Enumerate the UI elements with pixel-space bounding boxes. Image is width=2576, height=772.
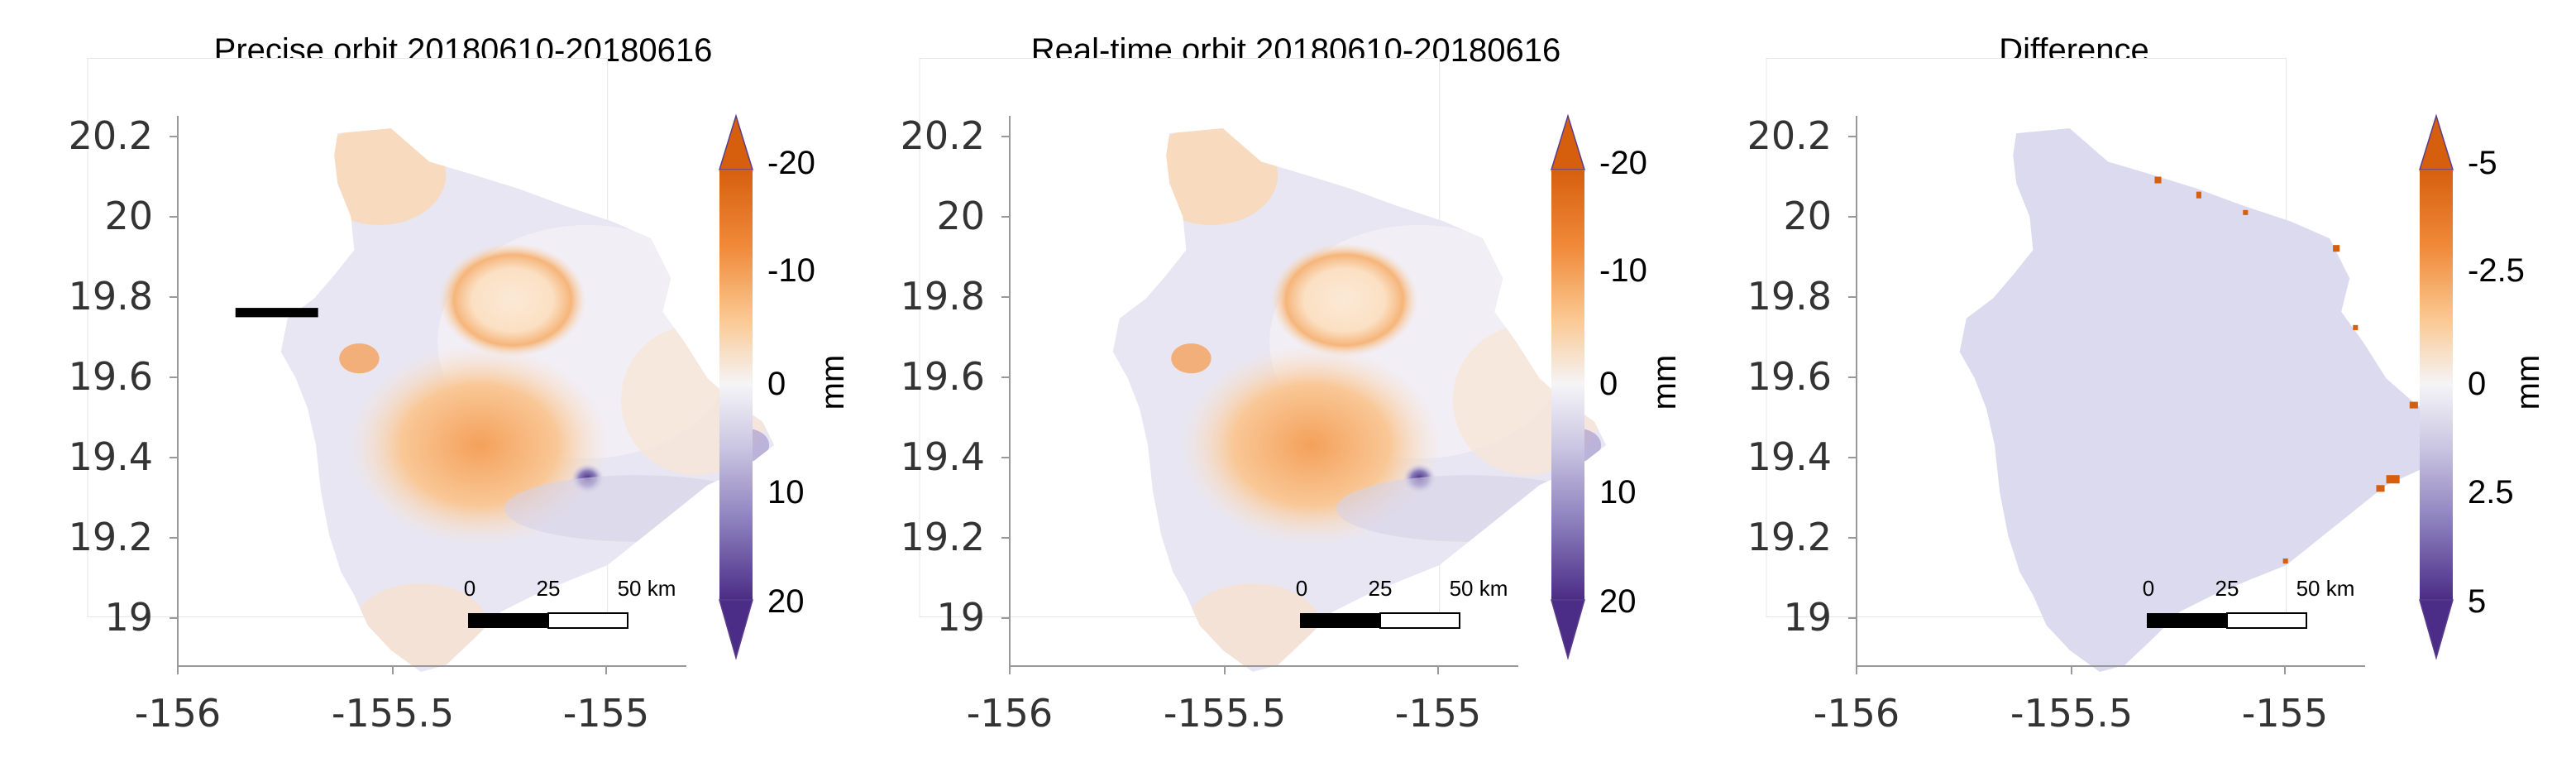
panel-difference: Difference 20.2 20 19.8 19.6 19.4 19.2 1… [1747, 32, 2546, 736]
colorbar-tick: 0 [1599, 366, 1618, 402]
x-tick-label: -155 [2242, 691, 2328, 736]
colorbar-tick: 20 [767, 583, 805, 620]
y-tick-label: 20 [1783, 194, 1832, 238]
scale-bar-label: 50 km [2296, 576, 2355, 601]
colorbar-tick: -20 [1599, 145, 1647, 181]
y-tick-label: 19 [104, 595, 153, 640]
y-tick-label: 19.2 [901, 515, 985, 559]
y-tick-labels: 20.2 20 19.8 19.6 19.4 19.2 19 [901, 113, 1010, 640]
y-tick-label: 19.4 [69, 434, 153, 479]
colorbar-tick: -2.5 [2468, 252, 2525, 289]
colorbar-tick: 10 [1599, 474, 1637, 511]
colorbar-extend-top [2418, 113, 2454, 170]
y-tick-labels: 20.2 20 19.8 19.6 19.4 19.2 19 [69, 113, 178, 640]
x-tick-label: -155.5 [1164, 691, 1286, 736]
y-tick-label: 19.8 [901, 274, 985, 319]
scale-bar [235, 308, 318, 318]
y-tick-label: 20.2 [901, 113, 985, 158]
scale-bar-label: 50 km [1450, 576, 1508, 601]
colorbar-extend-bottom [2419, 599, 2454, 660]
y-tick-labels: 20.2 20 19.8 19.6 19.4 19.2 19 [1747, 113, 1857, 640]
deformation-map [87, 57, 774, 672]
difference-map [1766, 57, 2454, 672]
y-tick-label: 20 [104, 194, 153, 238]
colorbar-tick: -10 [767, 252, 815, 289]
colorbar-extend-top [718, 113, 754, 170]
y-tick-label: 19 [1783, 595, 1832, 640]
y-tick-label: 20 [936, 194, 985, 238]
y-tick-label: 19.6 [901, 354, 985, 399]
y-tick-label: 19.6 [1747, 354, 1832, 399]
x-tick-labels: -156 -155.5 -155 [1814, 666, 2328, 736]
colorbar: -5 -2.5 0 2.5 5 mm [2418, 113, 2546, 660]
x-tick-labels: -156 -155.5 -155 [135, 666, 649, 736]
y-tick-label: 19.4 [1747, 434, 1832, 479]
scale-bar-label: 25 [2215, 576, 2239, 601]
colorbar-tick: -10 [1599, 252, 1647, 289]
x-tick-label: -156 [135, 691, 221, 736]
x-tick-label: -155.5 [332, 691, 454, 736]
colorbar-tick: 2.5 [2468, 474, 2514, 511]
y-tick-label: 19.8 [69, 274, 153, 319]
colorbar-gradient [1551, 170, 1584, 600]
colorbar-tick: 10 [767, 474, 805, 511]
colorbar-tick: -20 [767, 145, 815, 181]
colorbar: -20 -10 0 10 20 mm [1550, 113, 1683, 660]
scale-bar-label: 0 [1296, 576, 1307, 601]
panel-precise-orbit: Precise orbit 20180610-20180616 20.2 20 … [69, 32, 851, 736]
y-tick-label: 20.2 [69, 113, 153, 158]
scale-bar-label: 0 [464, 576, 476, 601]
scale-bar-label: 0 [2143, 576, 2154, 601]
colorbar-gradient [719, 170, 753, 600]
y-tick-label: 19.2 [69, 515, 153, 559]
colorbar-tick: -5 [2468, 145, 2497, 181]
y-tick-label: 19.8 [1747, 274, 1832, 319]
y-tick-label: 20.2 [1747, 113, 1832, 158]
x-tick-label: -156 [1814, 691, 1900, 736]
y-tick-label: 19 [936, 595, 985, 640]
colorbar-tick: 20 [1599, 583, 1637, 620]
x-tick-label: -155.5 [2010, 691, 2133, 736]
y-tick-label: 19.6 [69, 354, 153, 399]
y-tick-label: 19.2 [1747, 515, 1832, 559]
x-tick-labels: -156 -155.5 -155 [967, 666, 1481, 736]
scale-bar: 0 25 50 km [2143, 576, 2355, 629]
colorbar-unit-label: mm [2510, 355, 2546, 410]
x-tick-label: -155 [1395, 691, 1481, 736]
y-tick-label: 19.4 [901, 434, 985, 479]
deformation-map [919, 57, 1606, 672]
colorbar-tick: 0 [767, 366, 786, 402]
colorbar-extend-top [1550, 113, 1586, 170]
scale-bar-label: 50 km [618, 576, 676, 601]
colorbar: -20 -10 0 10 20 mm [718, 113, 851, 660]
x-tick-label: -156 [967, 691, 1053, 736]
colorbar-unit-label: mm [815, 355, 851, 410]
x-tick-label: -155 [563, 691, 649, 736]
colorbar-extend-bottom [719, 599, 753, 660]
scale-bar-label: 25 [537, 576, 561, 601]
scale-bar: 0 25 50 km [464, 576, 676, 629]
scale-bar-label: 25 [1369, 576, 1393, 601]
panel-realtime-orbit: Real-time orbit 20180610-20180616 20.2 2… [901, 32, 1683, 736]
colorbar-unit-label: mm [1646, 355, 1683, 410]
colorbar-gradient [2420, 170, 2453, 600]
colorbar-tick: 5 [2468, 583, 2486, 620]
scale-bar: 0 25 50 km [1296, 576, 1508, 629]
colorbar-tick: 0 [2468, 366, 2486, 402]
colorbar-extend-bottom [1551, 599, 1585, 660]
